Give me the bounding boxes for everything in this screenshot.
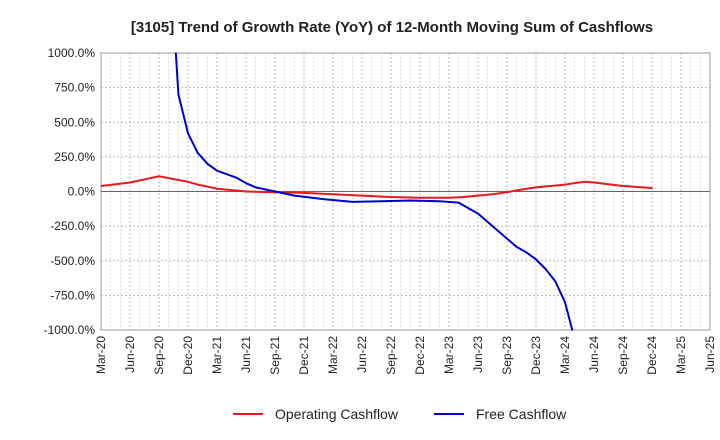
data-point — [187, 181, 189, 183]
data-point — [380, 200, 383, 202]
y-tick-label: -750.0% — [50, 288, 95, 302]
x-tick-label: Dec-23 — [529, 336, 543, 375]
data-point — [506, 237, 508, 240]
data-point — [457, 201, 460, 204]
y-tick-label: 1000.0% — [48, 46, 96, 60]
y-tick-label: 250.0% — [54, 150, 95, 164]
data-point — [216, 169, 218, 172]
y-tick-label: 500.0% — [54, 115, 95, 129]
legend-label: Operating Cashflow — [275, 406, 399, 422]
series-line-operating-cashflow — [101, 175, 653, 199]
data-point — [525, 187, 528, 190]
x-tick-label: Sep-22 — [384, 336, 398, 375]
data-point — [491, 225, 494, 227]
data-point — [506, 191, 508, 193]
legend: Operating Cashflow Free Cashflow — [233, 406, 567, 422]
data-point — [303, 192, 305, 194]
data-point — [593, 181, 595, 184]
legend-label: Free Cashflow — [476, 406, 567, 422]
x-tick-label: Sep-24 — [616, 336, 630, 375]
data-point — [571, 329, 574, 331]
x-tick-label: Jun-22 — [355, 336, 369, 373]
data-point — [206, 163, 209, 165]
data-point — [361, 194, 363, 197]
chart-title: [3105] Trend of Growth Rate (YoY) of 12-… — [131, 19, 653, 36]
data-point — [129, 181, 131, 184]
x-tick-label: Sep-21 — [268, 336, 282, 375]
x-tick-label: Mar-21 — [210, 336, 224, 374]
data-point — [622, 185, 624, 187]
data-point — [477, 212, 479, 215]
data-point — [206, 185, 209, 188]
y-tick-label: -500.0% — [50, 254, 95, 268]
data-point — [293, 194, 296, 197]
y-axis-labels: 1000.0% 750.0% 500.0% 250.0% 0.0% -250.0% -500… — [44, 46, 96, 337]
x-tick-label: Mar-25 — [674, 336, 688, 374]
data-point — [535, 258, 537, 261]
x-axis-labels: Mar-20 Jun-20 Sep-20 Dec-20 Mar-21 Jun-21 Sep-… — [94, 336, 717, 375]
data-point — [491, 193, 494, 196]
data-point — [544, 268, 547, 270]
x-tick-label: Dec-20 — [181, 336, 195, 375]
grid — [100, 52, 711, 331]
data-point — [390, 196, 392, 198]
data-point — [216, 187, 218, 190]
y-tick-label: -250.0% — [50, 219, 95, 233]
data-point — [175, 52, 177, 54]
x-tick-label: Sep-20 — [152, 336, 166, 375]
y-tick-label: -1000.0% — [44, 323, 96, 337]
data-point — [515, 246, 518, 248]
data-point — [274, 190, 276, 193]
data-point — [196, 151, 199, 154]
data-point — [196, 183, 199, 186]
data-point — [322, 198, 325, 200]
data-point — [245, 190, 247, 193]
x-tick-label: Mar-24 — [558, 336, 572, 374]
y-tick-label: 0.0% — [68, 185, 96, 199]
plot-area — [101, 52, 653, 331]
data-point — [564, 183, 566, 186]
data-point — [351, 201, 354, 203]
data-point — [583, 181, 586, 183]
x-tick-label: Sep-23 — [500, 336, 514, 375]
x-tick-label: Jun-20 — [123, 336, 137, 373]
data-point — [245, 182, 247, 184]
data-point — [419, 196, 421, 199]
data-point — [564, 301, 566, 304]
data-point — [177, 93, 180, 96]
x-tick-label: Jun-24 — [587, 336, 601, 373]
x-tick-label: Mar-20 — [94, 336, 108, 374]
x-tick-label: Dec-21 — [297, 336, 311, 375]
data-point — [477, 194, 479, 197]
x-tick-label: Dec-22 — [413, 336, 427, 375]
data-point — [651, 187, 653, 189]
data-point — [535, 186, 537, 189]
data-point — [235, 176, 238, 179]
data-point — [158, 175, 160, 178]
data-point — [187, 132, 189, 135]
x-tick-label: Jun-25 — [703, 336, 717, 373]
data-point — [554, 280, 557, 283]
data-point — [254, 186, 257, 189]
x-tick-label: Mar-23 — [442, 336, 456, 374]
x-tick-label: Dec-24 — [645, 336, 659, 375]
data-point — [332, 193, 334, 196]
data-point — [409, 199, 412, 202]
x-tick-label: Mar-22 — [326, 336, 340, 374]
x-tick-label: Jun-21 — [239, 336, 253, 373]
data-point — [448, 196, 450, 199]
x-tick-label: Jun-23 — [471, 336, 485, 373]
y-tick-label: 750.0% — [54, 81, 95, 95]
data-point — [101, 185, 102, 187]
data-point — [525, 251, 528, 254]
data-point — [438, 200, 441, 202]
data-point — [462, 196, 465, 198]
